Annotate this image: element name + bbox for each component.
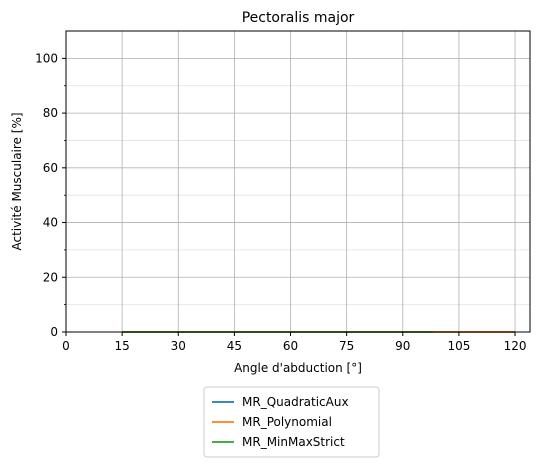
x-tick-label: 120 [504, 339, 527, 353]
legend: MR_QuadraticAux MR_Polynomial MR_MinMaxStr… [203, 386, 380, 458]
x-tick-label: 15 [114, 339, 129, 353]
y-axis: 0 20 40 60 80 100 [35, 51, 66, 339]
y-tick-label: 20 [43, 270, 58, 284]
y-tick-label: 100 [35, 51, 58, 65]
plot-frame [65, 30, 531, 333]
legend-box [203, 386, 380, 458]
chart-title: Pectoralis major [242, 10, 355, 26]
grid [65, 31, 530, 333]
x-tick-label: 0 [62, 339, 70, 353]
x-tick-label: 45 [227, 339, 242, 353]
y-tick-label: 80 [43, 106, 58, 120]
x-tick-label: 30 [171, 339, 186, 353]
y-axis-label: Activité Musculaire [%] [10, 112, 24, 250]
x-axis-label: Angle d'abduction [°] [234, 361, 362, 375]
legend-label: MR_QuadraticAux [242, 395, 349, 409]
legend-label: MR_Polynomial [242, 415, 332, 429]
x-tick-label: 60 [283, 339, 298, 353]
y-tick-label: 0 [50, 325, 58, 339]
x-tick-label: 90 [395, 339, 410, 353]
x-tick-label: 75 [339, 339, 354, 353]
x-tick-label: 105 [447, 339, 470, 353]
y-tick-label: 40 [43, 216, 58, 230]
x-axis: 0 15 30 45 60 75 90 105 120 [62, 332, 526, 353]
y-tick-label: 60 [43, 161, 58, 175]
legend-label: MR_MinMaxStrict [242, 435, 345, 449]
